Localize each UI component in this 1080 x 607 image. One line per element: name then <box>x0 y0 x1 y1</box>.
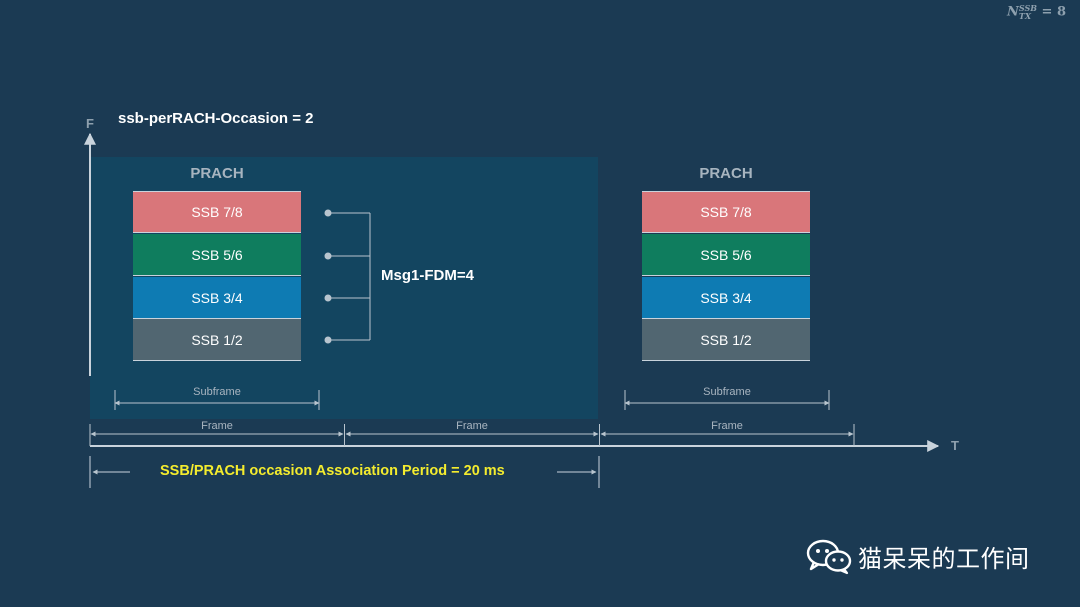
ssb-block-3-4: SSB 3/4 <box>133 277 301 319</box>
ssb-block-1-2: SSB 1/2 <box>133 319 301 361</box>
ssb-per-rach-occasion-label: ssb-perRACH-Occasion = 2 <box>118 110 314 127</box>
frequency-axis-label: F <box>86 116 94 131</box>
subframe-label-1: Subframe <box>193 386 241 398</box>
ssb-block-7-8: SSB 7/8 <box>642 191 810 233</box>
ssb-block-3-4: SSB 3/4 <box>642 277 810 319</box>
ssb-count-formula: N SSB TX = 8 <box>1006 3 1066 21</box>
msg1-fdm-label: Msg1-FDM=4 <box>381 267 474 284</box>
ssb-block-7-8: SSB 7/8 <box>133 191 301 233</box>
watermark: 猫呆呆的工作间 <box>806 538 1030 575</box>
frame-label-1: Frame <box>201 420 233 432</box>
subframe-label-2: Subframe <box>703 386 751 398</box>
prach-title-1: PRACH <box>190 165 244 182</box>
frame-label-2: Frame <box>456 420 488 432</box>
prach-title-2: PRACH <box>699 165 753 182</box>
ssb-block-5-6: SSB 5/6 <box>642 234 810 276</box>
time-axis-label: T <box>951 438 959 453</box>
frame-label-3: Frame <box>711 420 743 432</box>
ssb-block-5-6: SSB 5/6 <box>133 234 301 276</box>
msg1-fdm-bracket <box>324 209 371 344</box>
watermark-text: 猫呆呆的工作间 <box>858 545 1030 573</box>
association-period-label: SSB/PRACH occasion Association Period = … <box>160 463 505 479</box>
ssb-block-1-2: SSB 1/2 <box>642 319 810 361</box>
chat-bubbles-icon <box>806 539 852 575</box>
